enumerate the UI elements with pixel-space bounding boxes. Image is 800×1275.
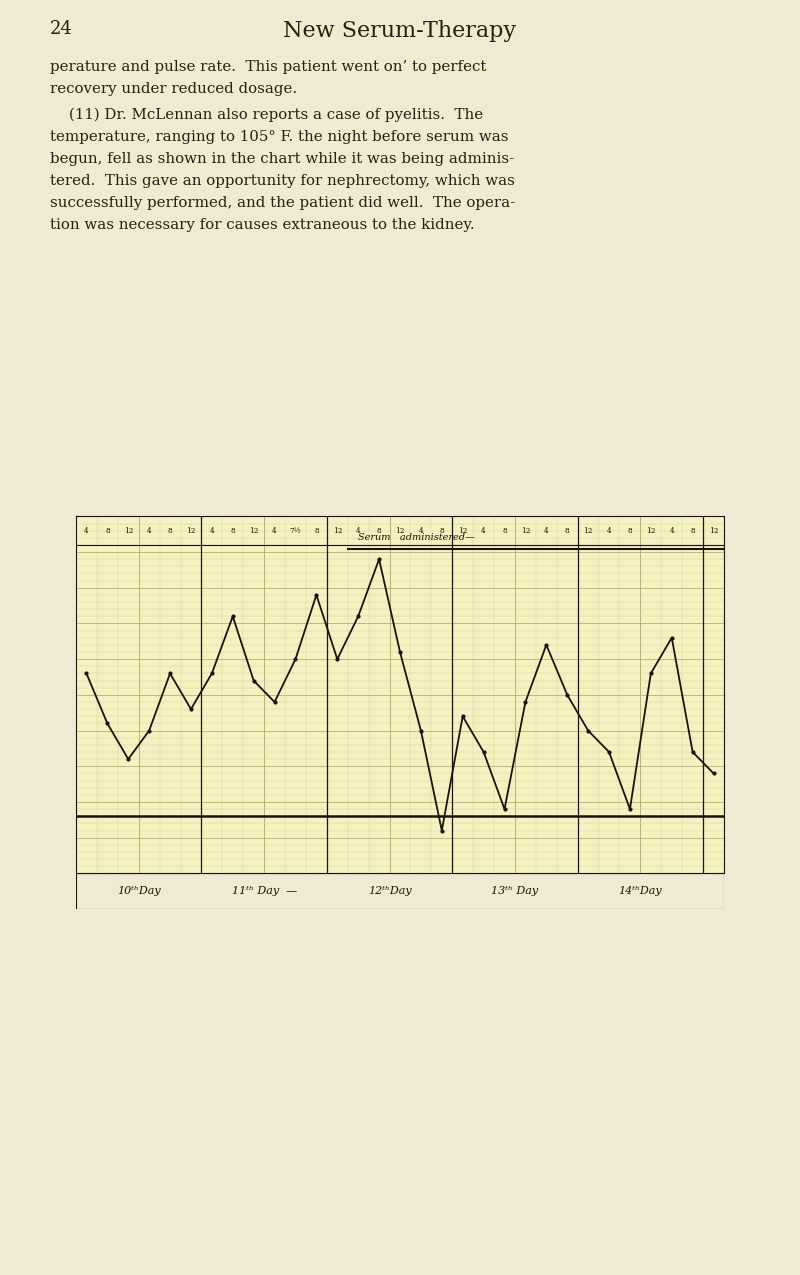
Text: 4: 4 (418, 527, 423, 534)
Text: 4: 4 (544, 527, 549, 534)
Text: 12: 12 (249, 527, 258, 534)
Text: 12: 12 (395, 527, 405, 534)
Text: 4: 4 (356, 527, 361, 534)
Text: 4: 4 (84, 527, 89, 534)
Text: 14ᵗʰDay: 14ᵗʰDay (618, 886, 662, 896)
Text: (11) Dr. McLennan also reports a case of pyelitis.  The: (11) Dr. McLennan also reports a case of… (50, 108, 483, 122)
Text: 8: 8 (565, 527, 570, 534)
Text: perature and pulse rate.  This patient went on’ to perfect: perature and pulse rate. This patient we… (50, 60, 486, 74)
Text: 12: 12 (709, 527, 718, 534)
Text: 8: 8 (628, 527, 632, 534)
Text: 4: 4 (147, 527, 151, 534)
Text: recovery under reduced dosage.: recovery under reduced dosage. (50, 82, 297, 96)
Text: 24: 24 (50, 20, 73, 38)
Text: 12: 12 (583, 527, 593, 534)
Text: 4: 4 (606, 527, 611, 534)
Text: 8: 8 (105, 527, 110, 534)
Text: 12: 12 (521, 527, 530, 534)
Text: 7½: 7½ (290, 527, 302, 534)
Text: tered.  This gave an opportunity for nephrectomy, which was: tered. This gave an opportunity for neph… (50, 173, 515, 187)
Text: 4: 4 (272, 527, 277, 534)
Text: 13ᵗʰ Day: 13ᵗʰ Day (491, 886, 538, 896)
Text: successfully performed, and the patient did well.  The opera-: successfully performed, and the patient … (50, 196, 515, 210)
Text: 8: 8 (314, 527, 318, 534)
Text: 12ᵗʰDay: 12ᵗʰDay (368, 886, 411, 896)
Text: 12: 12 (458, 527, 467, 534)
Text: 4: 4 (210, 527, 214, 534)
Text: 8: 8 (230, 527, 235, 534)
Text: 8: 8 (168, 527, 172, 534)
Text: 12: 12 (186, 527, 196, 534)
Text: 11ᵗʰ Day  —: 11ᵗʰ Day — (231, 886, 297, 896)
Text: 4: 4 (670, 527, 674, 534)
Text: 12: 12 (123, 527, 133, 534)
Text: New Serum-Therapy: New Serum-Therapy (283, 20, 517, 42)
Text: 10ᵗʰDay: 10ᵗʰDay (117, 886, 161, 896)
Text: temperature, ranging to 105° F. the night before serum was: temperature, ranging to 105° F. the nigh… (50, 130, 509, 144)
Text: 8: 8 (377, 527, 382, 534)
Text: 12: 12 (646, 527, 655, 534)
Text: 8: 8 (439, 527, 444, 534)
Text: tion was necessary for causes extraneous to the kidney.: tion was necessary for causes extraneous… (50, 218, 474, 232)
Text: 8: 8 (502, 527, 507, 534)
Text: Serum   administered—: Serum administered— (358, 533, 475, 542)
Text: 12: 12 (333, 527, 342, 534)
Text: 8: 8 (690, 527, 695, 534)
Text: begun, fell as shown in the chart while it was being adminis-: begun, fell as shown in the chart while … (50, 152, 514, 166)
Text: 4: 4 (482, 527, 486, 534)
